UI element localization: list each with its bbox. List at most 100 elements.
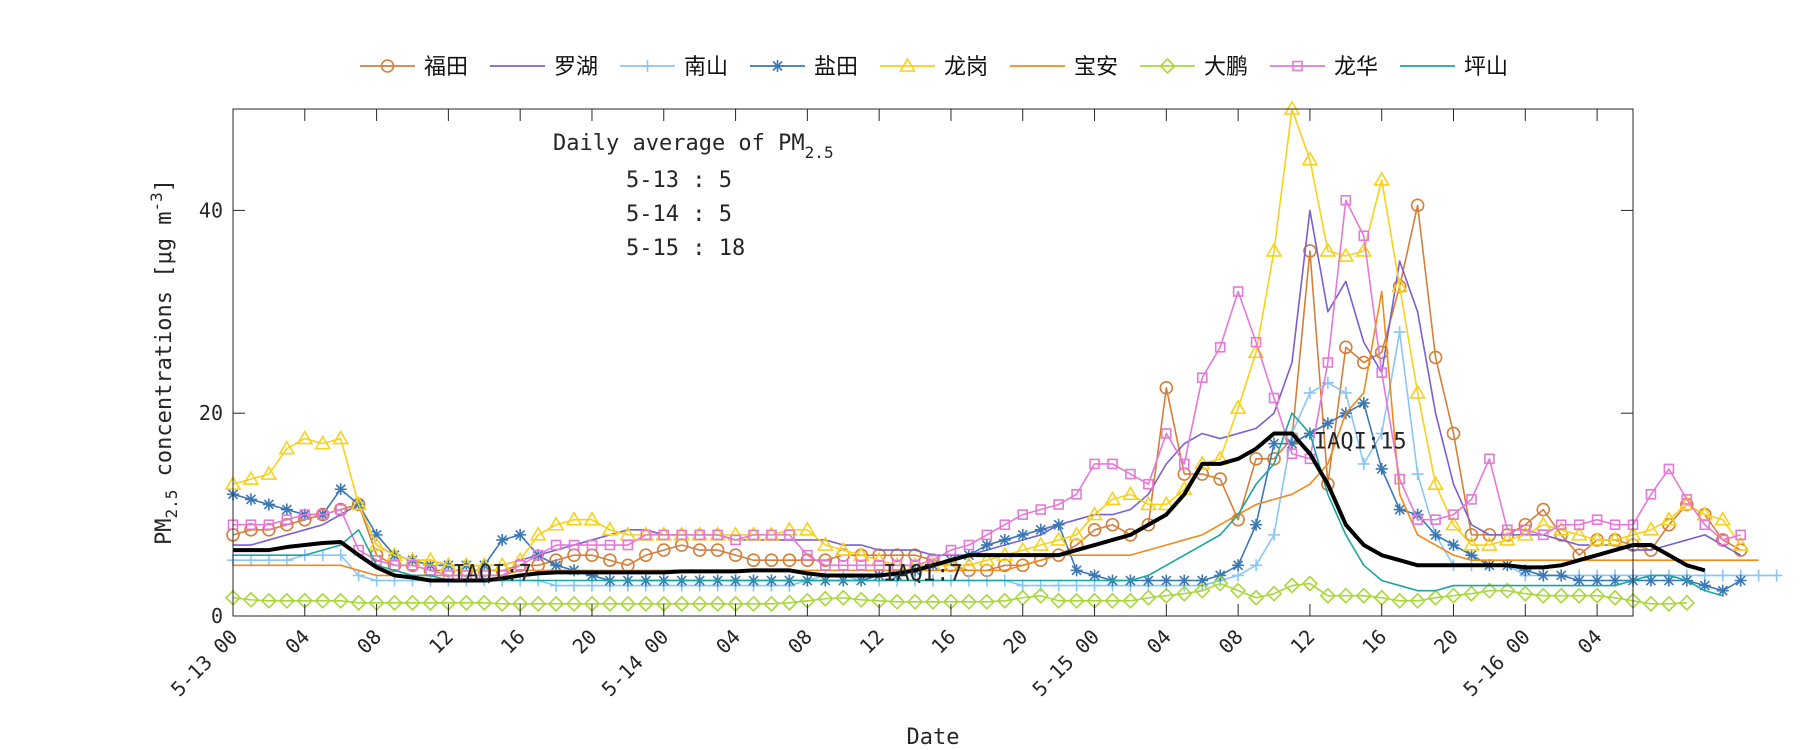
data-point — [1609, 574, 1622, 587]
data-point — [1178, 574, 1191, 587]
data-point — [1430, 514, 1441, 525]
x-tick-label: 5-13 00 — [166, 625, 243, 702]
data-point — [1716, 584, 1729, 597]
data-point — [368, 536, 385, 551]
x-tick-label: 20 — [1429, 625, 1463, 659]
data-point — [370, 528, 383, 541]
data-point — [550, 539, 562, 551]
legend-marker — [380, 59, 395, 73]
data-point — [514, 528, 527, 541]
data-point — [1484, 453, 1495, 465]
data-point — [1536, 502, 1551, 517]
data-point — [476, 594, 493, 611]
data-point — [1570, 526, 1588, 541]
data-point — [601, 595, 619, 612]
data-point — [1588, 531, 1606, 546]
data-point — [960, 593, 978, 610]
data-point — [1158, 587, 1175, 604]
data-point — [1035, 504, 1046, 515]
y-tick-label: 20 — [199, 401, 223, 425]
data-point — [1268, 528, 1281, 541]
data-point — [1537, 529, 1549, 541]
data-point — [1357, 397, 1370, 410]
data-point — [692, 543, 707, 557]
data-point — [730, 534, 741, 546]
data-point — [532, 549, 544, 561]
plot-frame — [232, 108, 1634, 617]
data-point — [1247, 589, 1265, 606]
legend-item: 罗湖 — [490, 55, 598, 80]
data-point — [278, 592, 295, 609]
data-point — [550, 579, 563, 592]
data-point — [1428, 350, 1443, 365]
data-point — [1050, 592, 1067, 609]
data-point — [496, 533, 509, 546]
x-tick-label: 12 — [1285, 625, 1319, 659]
data-point — [1265, 242, 1283, 257]
data-point — [1139, 495, 1157, 511]
legend-label: 宝安 — [1074, 55, 1118, 80]
data-point — [1445, 516, 1462, 531]
data-point — [906, 593, 924, 610]
legend-item: 龙岗 — [880, 55, 988, 80]
data-point — [676, 529, 688, 541]
data-point — [798, 521, 816, 536]
y-tick-label: 40 — [199, 198, 223, 222]
data-point — [1588, 587, 1606, 604]
data-point — [262, 554, 275, 567]
data-point — [745, 595, 762, 612]
data-point — [888, 593, 906, 610]
data-point — [1321, 477, 1335, 491]
data-point — [1393, 326, 1406, 339]
data-point — [1609, 519, 1621, 531]
data-point — [1466, 494, 1477, 505]
data-point — [281, 514, 293, 525]
data-point — [1732, 536, 1750, 551]
data-point — [335, 504, 346, 515]
data-point — [245, 519, 257, 531]
data-point — [1088, 579, 1101, 592]
data-point — [709, 595, 726, 612]
data-point — [280, 517, 294, 532]
data-point — [1660, 595, 1678, 612]
data-point — [1591, 574, 1604, 587]
data-point — [1427, 589, 1444, 606]
daily-average-annotation: Daily average of PM2.5 5-13 : 5 5-14 : 5… — [553, 131, 834, 261]
legend-marker — [771, 60, 784, 72]
data-point — [1268, 392, 1280, 404]
data-point — [1409, 384, 1427, 399]
data-point — [1518, 517, 1533, 532]
x-tick-label: 16 — [496, 625, 530, 659]
data-point — [997, 558, 1012, 573]
data-point — [1717, 534, 1729, 546]
data-point — [386, 594, 403, 611]
daily-average-5-15: 5-15 : 18 — [626, 236, 745, 261]
data-point — [1447, 539, 1460, 552]
data-point — [1303, 244, 1317, 258]
data-point — [1375, 427, 1388, 440]
data-point — [1553, 587, 1570, 604]
data-point — [1052, 518, 1065, 531]
data-point — [244, 554, 257, 567]
data-point — [619, 595, 637, 612]
data-point — [1606, 531, 1624, 546]
daily-average-title: Daily average of PM2.5 — [553, 131, 834, 162]
legend-label: 福田 — [424, 55, 468, 80]
data-point — [1698, 579, 1711, 592]
legend-marker — [899, 57, 916, 72]
data-point — [1050, 531, 1068, 546]
data-point — [1017, 509, 1029, 520]
data-point — [980, 539, 993, 552]
data-point — [568, 579, 581, 592]
legend-item: 福田 — [360, 55, 468, 80]
data-point — [1519, 564, 1532, 577]
data-point — [873, 559, 885, 571]
data-point — [1143, 478, 1154, 490]
data-point — [1660, 511, 1678, 526]
data-point — [853, 591, 870, 608]
data-point — [262, 523, 276, 537]
data-point — [1498, 531, 1516, 546]
data-point — [1355, 242, 1373, 257]
data-point — [1032, 587, 1049, 604]
